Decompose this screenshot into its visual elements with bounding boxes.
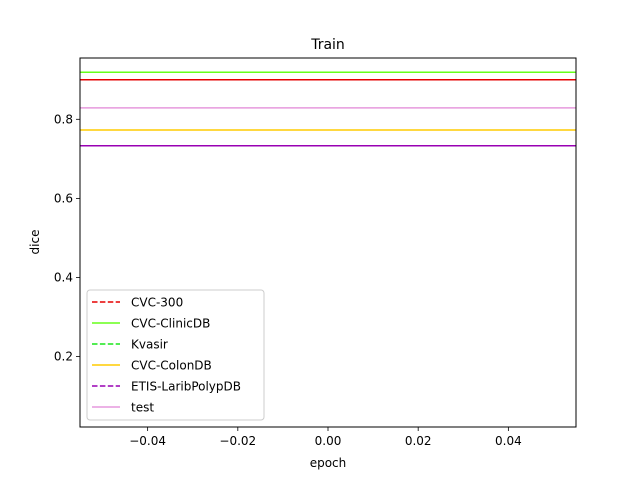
x-ticks: −0.04 −0.02 0.00 0.02 0.04 <box>129 427 522 448</box>
legend-label-cvc-clinicdb: CVC-ClinicDB <box>131 317 210 331</box>
y-tick-label: 0.8 <box>54 112 73 126</box>
y-tick-label: 0.4 <box>54 271 73 285</box>
legend-label-cvc-300: CVC-300 <box>131 296 183 310</box>
series-layer <box>80 71 576 147</box>
x-axis-label: epoch <box>310 456 347 470</box>
legend-box <box>86 289 265 421</box>
x-tick-label: 0.00 <box>315 434 342 448</box>
x-tick-label: 0.02 <box>405 434 432 448</box>
x-tick-label: −0.04 <box>129 434 166 448</box>
y-axis-label: dice <box>28 230 42 255</box>
legend-label-cvc-colondb: CVC-ColonDB <box>131 359 212 373</box>
legend: CVC-300 CVC-ClinicDB Kvasir CVC-ColonDB ETIS… <box>86 289 265 421</box>
legend-label-test: test <box>131 401 154 415</box>
legend-label-kvasir: Kvasir <box>131 338 168 352</box>
y-tick-label: 0.2 <box>54 350 73 364</box>
x-tick-label: −0.02 <box>219 434 256 448</box>
x-tick-label: 0.04 <box>495 434 522 448</box>
legend-label-etis-laribpolypdb: ETIS-LaribPolypDB <box>131 380 241 394</box>
y-ticks: 0.2 0.4 0.6 0.8 <box>54 112 80 364</box>
y-tick-label: 0.6 <box>54 191 73 205</box>
chart-title: Train <box>310 37 345 53</box>
plot-frame <box>79 57 577 428</box>
legend-items: CVC-300 CVC-ClinicDB Kvasir CVC-ColonDB ETIS… <box>92 296 241 415</box>
